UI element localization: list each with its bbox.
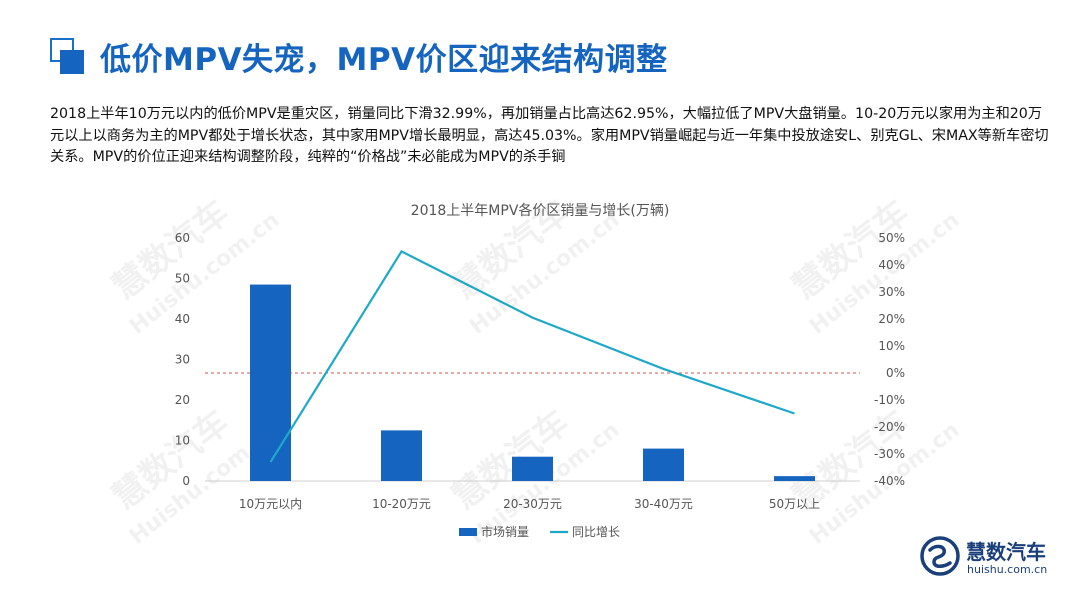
bar-4 <box>774 476 815 481</box>
combo-chart: 2018上半年MPV各价区销量与增长(万辆) 0 10 20 30 40 50 60 -40%… <box>175 203 905 539</box>
page-title: 低价MPV失宠，MPV价区迎来结构调整 <box>100 42 668 78</box>
y-left-tick-label: 10 <box>175 434 190 448</box>
chart-title: 2018上半年MPV各价区销量与增长(万辆) <box>411 203 670 219</box>
brand-logo: 慧数汽车 huishu.com.cn <box>920 532 1060 582</box>
y-right-tick-label: -30% <box>874 447 905 461</box>
x-tick-label: 10-20万元 <box>372 497 431 511</box>
y-left-tick-label: 20 <box>175 393 190 407</box>
y-right-tick-label: 0% <box>886 366 905 380</box>
square-outline-icon <box>50 38 84 74</box>
y-right-tick-label: -10% <box>874 393 905 407</box>
bar-3 <box>643 448 684 481</box>
y-right-tick-label: 20% <box>878 312 905 326</box>
y-right-tick-label: 30% <box>878 285 905 299</box>
y-left-tick-label: 30 <box>175 353 190 367</box>
x-tick-label: 30-40万元 <box>634 497 693 511</box>
legend-label-line: 同比增长 <box>572 525 620 539</box>
y-left-tick-label: 0 <box>182 474 190 488</box>
logo-name: 慧数汽车 <box>966 540 1046 564</box>
chart-area: 2018上半年MPV各价区销量与增长(万辆) 0 10 20 30 40 50 60 -40%… <box>0 190 1080 550</box>
y-right-tick-label: -40% <box>874 474 905 488</box>
legend-swatch-bar <box>459 528 477 536</box>
y-right-tick-label: 10% <box>878 339 905 353</box>
y-left-tick-label: 60 <box>175 231 190 245</box>
growth-line <box>269 249 795 463</box>
y-left-tick-label: 40 <box>175 312 190 326</box>
summary-paragraph: 2018上半年10万元以内的低价MPV是重灾区，销量同比下滑32.99%，再加销… <box>50 106 1049 165</box>
bar-0 <box>250 284 291 481</box>
logo-url: huishu.com.cn <box>967 563 1048 576</box>
x-tick-label: 50万以上 <box>769 497 820 511</box>
y-right-tick-label: 50% <box>878 231 905 245</box>
y-right-tick-label: 40% <box>878 258 905 272</box>
y-left-tick-label: 50 <box>175 272 190 286</box>
legend-label-bar: 市场销量 <box>481 524 529 539</box>
x-tick-label: 20-30万元 <box>503 497 562 511</box>
bar-2 <box>512 456 553 481</box>
x-tick-label: 10万元以内 <box>239 497 302 511</box>
huishu-logo-icon <box>920 536 960 576</box>
y-right-tick-label: -20% <box>874 420 905 434</box>
bar-1 <box>381 430 422 481</box>
